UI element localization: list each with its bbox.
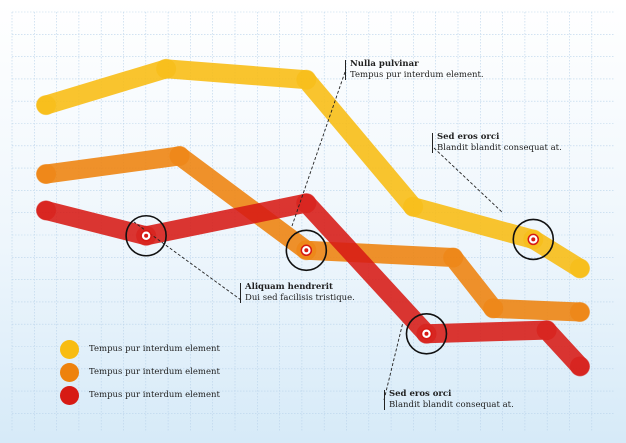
legend-label: Tempus pur interdum element — [89, 390, 220, 400]
legend-item-yellow: Tempus pur interdum element — [60, 339, 220, 359]
highlight-ring — [512, 218, 555, 261]
annotation-leader-line — [133, 221, 242, 301]
annotation-sed-eros-orci-top: Sed eros orci Blandit blandit consequat … — [432, 132, 562, 154]
data-point — [296, 69, 317, 90]
data-point — [443, 247, 464, 268]
highlight-marker-center — [304, 248, 309, 253]
data-point — [536, 320, 557, 341]
annotation-title: Sed eros orci — [389, 389, 452, 399]
annotation-title: Sed eros orci — [437, 132, 500, 142]
data-point — [36, 95, 56, 116]
annotation-title: Aliquam hendrerit — [245, 282, 333, 292]
highlight-marker-center — [531, 237, 536, 242]
annotation-text: Blandit blandit consequat at. — [389, 400, 514, 410]
data-point — [570, 301, 590, 322]
legend-item-orange: Tempus pur interdum element — [60, 362, 220, 382]
highlight-marker-center — [424, 331, 429, 336]
legend-swatch-red — [60, 385, 79, 405]
annotation-nulla-pulvinar: Nulla pulvinar Tempus pur interdum eleme… — [345, 59, 484, 81]
data-point — [156, 58, 177, 79]
data-point — [36, 164, 56, 185]
legend-label: Tempus pur interdum element — [89, 344, 220, 354]
data-point — [36, 200, 56, 221]
annotation-aliquam-hendrerit: Aliquam hendrerit Dui sed facilisis tris… — [240, 282, 355, 304]
highlight-ring — [125, 214, 167, 257]
highlight-ring — [285, 229, 328, 272]
data-point — [570, 356, 590, 377]
highlight-ring — [405, 312, 448, 355]
data-point — [296, 193, 317, 214]
annotation-title: Nulla pulvinar — [350, 59, 419, 69]
data-point — [483, 298, 504, 319]
annotation-leader-line — [291, 71, 346, 227]
legend-swatch-yellow — [60, 339, 79, 359]
annotation-leader-line — [433, 147, 504, 214]
legend-swatch-orange — [60, 362, 79, 382]
annotation-text: Dui sed facilisis tristique. — [245, 293, 355, 303]
annotation-leader-line — [383, 321, 404, 401]
data-point — [403, 196, 424, 217]
legend-label: Tempus pur interdum element — [89, 367, 220, 377]
data-point — [570, 258, 590, 279]
series-line-1 — [36, 146, 590, 322]
highlight-marker-center — [144, 233, 149, 238]
annotation-text: Blandit blandit consequat at. — [437, 143, 562, 153]
annotation-sed-eros-orci-bottom: Sed eros orci Blandit blandit consequat … — [384, 389, 514, 411]
legend-item-red: Tempus pur interdum element — [60, 385, 220, 405]
annotation-text: Tempus pur interdum element. — [350, 70, 484, 80]
data-point — [169, 145, 190, 166]
